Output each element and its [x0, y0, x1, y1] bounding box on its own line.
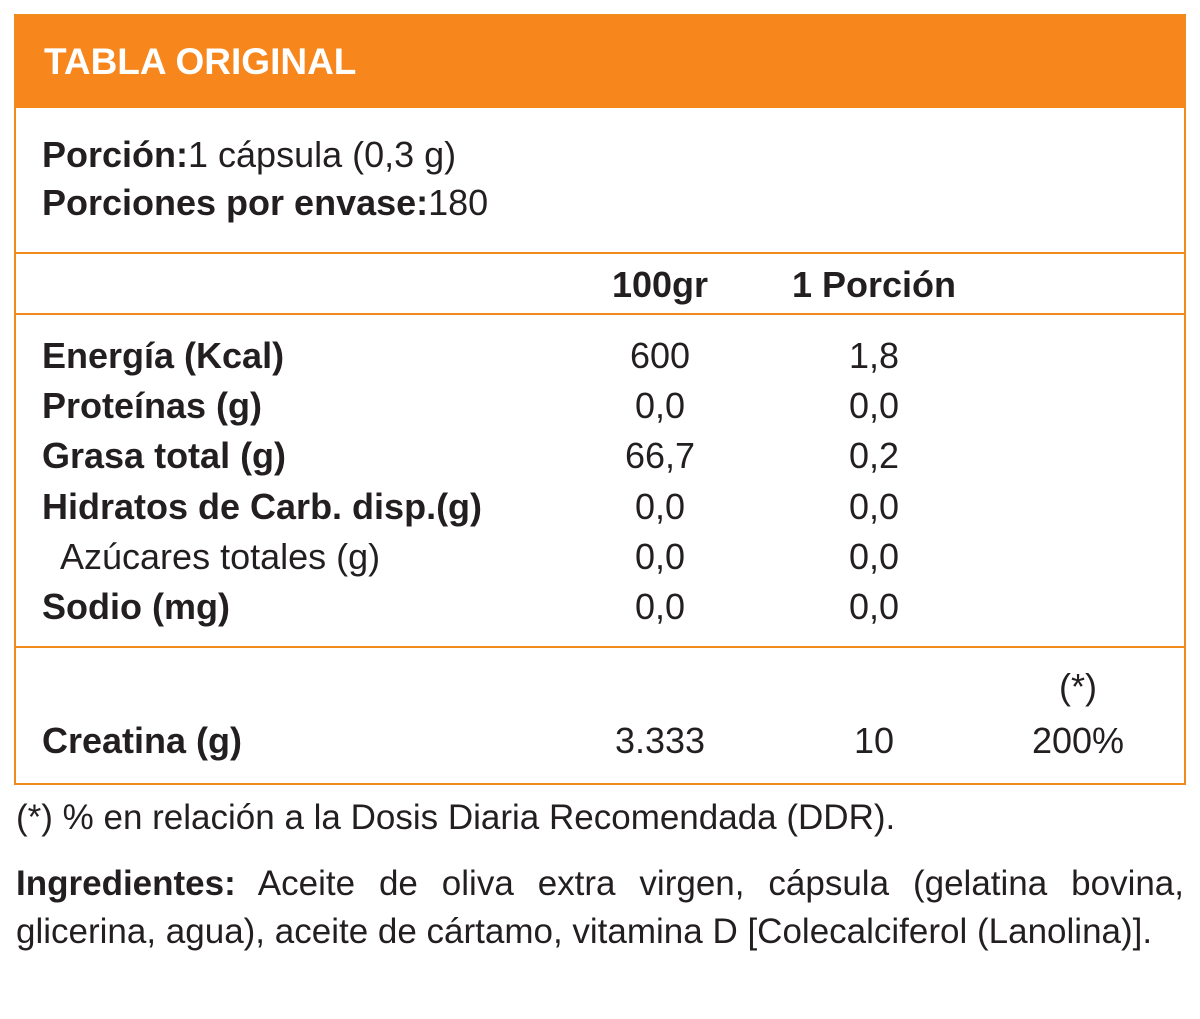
ingredients: Ingredientes: Aceite de oliva extra virg… [16, 860, 1184, 956]
divider [16, 252, 1184, 254]
ddr-marker: (*) [1059, 666, 1097, 707]
servings-per-container-row: Porciones por envase:180 [42, 181, 488, 225]
ingredients-text: Aceite de oliva extra virgen, cápsula (g… [16, 864, 1184, 951]
nutrient-name: Sodio (mg) [42, 586, 230, 627]
nutrient-name: Proteínas (g) [42, 385, 263, 426]
nutrient-per-portion: 0,0 [848, 586, 900, 627]
servings-per-container-value: 180 [428, 182, 489, 223]
column-header-100g: 100gr [611, 264, 709, 305]
column-header-portion: 1 Porción [791, 264, 957, 305]
footnote: (*) % en relación a la Dosis Diaria Reco… [16, 798, 896, 837]
nutrient-name: Energía (Kcal) [42, 335, 285, 376]
nutrient-per100: 66,7 [624, 435, 696, 476]
divider [16, 646, 1184, 648]
nutrient-per-portion: 0,2 [848, 435, 900, 476]
table-header: TABLA ORIGINAL [16, 16, 1184, 108]
nutrient-per100: 0,0 [634, 586, 686, 627]
nutrient-per-portion: 0,0 [848, 536, 900, 577]
nutrient-per100: 0,0 [634, 536, 686, 577]
nutrient-per-portion: 1,8 [848, 335, 900, 376]
nutrient-name: Hidratos de Carb. disp.(g) [42, 486, 483, 527]
creatine-per-portion: 10 [853, 720, 895, 761]
divider [16, 313, 1184, 315]
creatine-per100: 3.333 [614, 720, 706, 761]
servings-per-container-label: Porciones por envase: [42, 182, 429, 223]
serving-size-label: Porción: [42, 134, 189, 175]
nutrient-per100: 0,0 [634, 385, 686, 426]
nutrient-name: Azúcares totales (g) [60, 536, 381, 577]
nutrient-per-portion: 0,0 [848, 486, 900, 527]
nutrient-per-portion: 0,0 [848, 385, 900, 426]
creatine-name: Creatina (g) [42, 720, 243, 761]
nutrient-name: Grasa total (g) [42, 435, 287, 476]
ingredients-label: Ingredientes: [16, 864, 236, 903]
nutrition-table: TABLA ORIGINAL Porción:1 cápsula (0,3 g)… [14, 14, 1186, 785]
creatine-ddr-value: 200% [1031, 720, 1125, 761]
serving-size-row: Porción:1 cápsula (0,3 g) [42, 133, 456, 177]
nutrient-per100: 600 [629, 335, 691, 376]
table-title: TABLA ORIGINAL [44, 41, 357, 82]
serving-size-value: 1 cápsula (0,3 g) [188, 134, 457, 175]
nutrient-per100: 0,0 [634, 486, 686, 527]
